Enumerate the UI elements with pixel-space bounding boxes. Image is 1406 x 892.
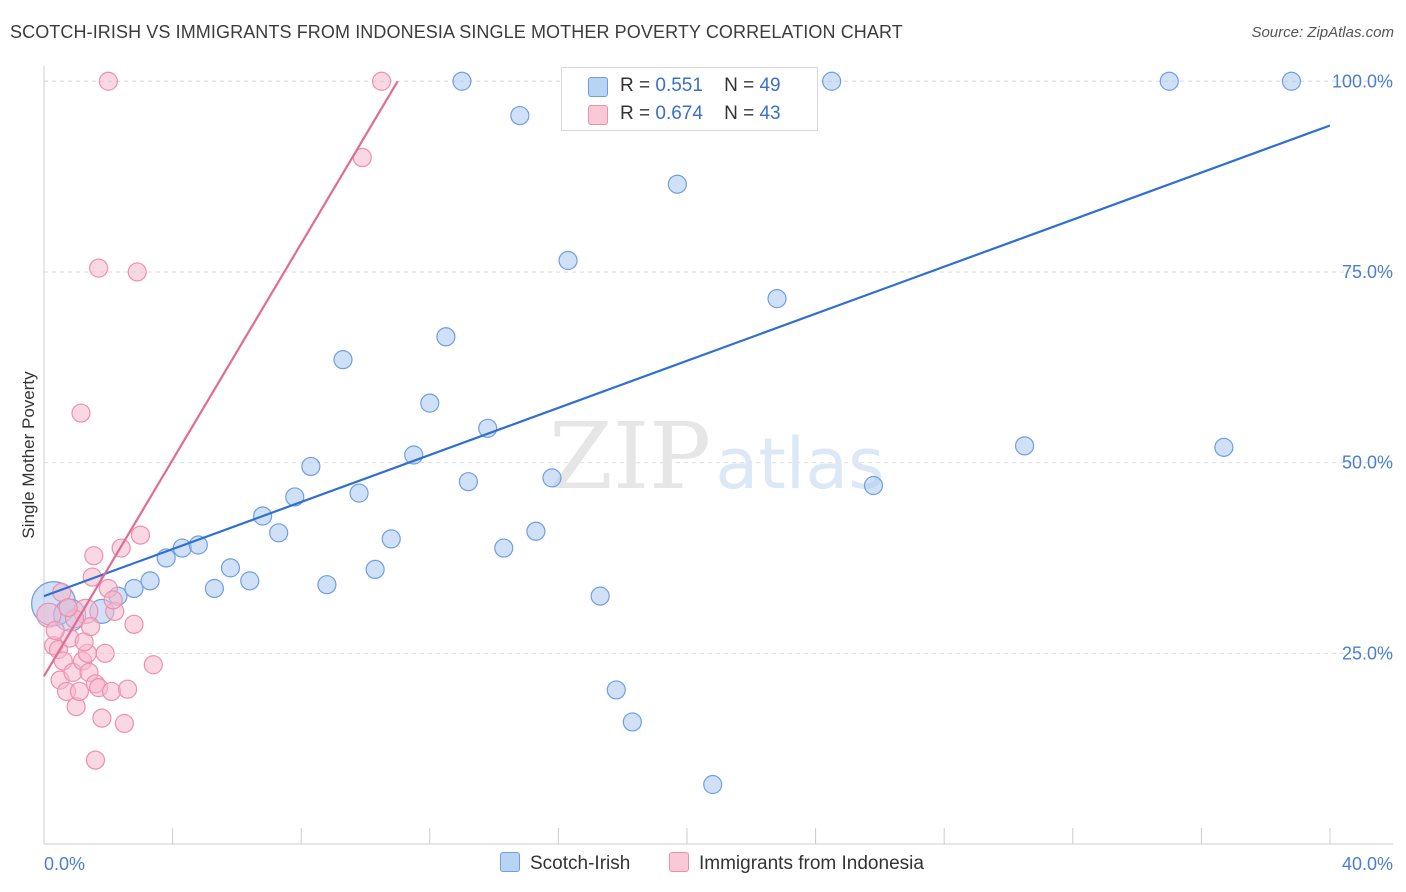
y-tick-label: 100.0% xyxy=(1332,71,1393,91)
bottom-legend-scotch-irish: Scotch-Irish xyxy=(500,852,630,875)
scotch-irish-point-46 xyxy=(1281,71,1302,91)
y-tick-labels: 25.0% 50.0% 75.0% 100.0% xyxy=(1332,71,1393,663)
bottom-legend-indonesia: Immigrants from Indonesia xyxy=(669,852,924,875)
scotch-irish-point-37 xyxy=(703,774,723,795)
scotch-irish-point-27 xyxy=(494,538,514,558)
indonesia-point-9 xyxy=(69,681,89,702)
source-note: Source: ZipAtlas.com xyxy=(1251,24,1394,41)
indonesia-point-42 xyxy=(103,590,123,610)
scotch-irish-point-20 xyxy=(381,529,401,549)
watermark-zip: ZIP xyxy=(549,403,711,510)
indonesia-point-32 xyxy=(98,71,118,91)
scotch-irish-point-40 xyxy=(767,289,787,309)
y-tick-label: 50.0% xyxy=(1342,453,1393,473)
legend-n-value-2: 43 xyxy=(759,103,781,124)
legend-swatch-pink xyxy=(588,105,608,125)
grid-lines xyxy=(44,80,1393,654)
bottom-legend-label-2: Immigrants from Indonesia xyxy=(699,853,924,874)
legend-n-label: N = xyxy=(724,103,755,124)
scotch-irish-point-30 xyxy=(542,468,562,488)
indonesia-point-20 xyxy=(101,681,122,702)
indonesia-point-26 xyxy=(127,262,147,282)
correlation-legend: R = 0.551 N = 49 R = 0.674 N = 43 xyxy=(561,67,818,131)
indonesia-point-41 xyxy=(81,617,101,637)
scotch-irish-point-29 xyxy=(526,521,546,541)
scotch-irish-point-11 xyxy=(240,571,260,591)
scotch-irish-point-18 xyxy=(349,483,369,503)
bottom-legend-swatch-blue xyxy=(500,852,520,872)
legend-r-label: R = xyxy=(620,103,651,124)
indonesia-point-40 xyxy=(58,597,78,618)
scotch-irish-point-41 xyxy=(822,71,842,91)
legend-n-label: N = xyxy=(724,75,755,96)
legend-r-value-1: 0.551 xyxy=(655,75,703,96)
legend-n-value-1: 49 xyxy=(759,75,781,96)
indonesia-point-24 xyxy=(117,679,138,699)
scotch-irish-point-28 xyxy=(510,105,530,126)
indonesia-point-28 xyxy=(143,655,163,675)
trend-lines xyxy=(43,80,1331,677)
axes xyxy=(43,66,1393,845)
indonesia-point-23 xyxy=(114,713,134,734)
scotch-irish-point-44 xyxy=(1159,71,1179,91)
scotch-irish-point-15 xyxy=(301,456,321,477)
indonesia-trend-line xyxy=(43,80,399,677)
y-tick-label: 75.0% xyxy=(1342,262,1393,282)
indonesia-point-17 xyxy=(92,708,112,728)
scotch-irish-point-43 xyxy=(1014,436,1035,456)
indonesia-point-34 xyxy=(371,71,392,91)
indonesia-point-27 xyxy=(130,525,151,545)
indonesia-point-35 xyxy=(45,620,65,641)
indonesia-point-29 xyxy=(71,403,91,423)
scotch-irish-point-4 xyxy=(124,578,144,599)
chart-title: SCOTCH-IRISH VS IMMIGRANTS FROM INDONESI… xyxy=(10,22,903,42)
scotch-irish-trend-line xyxy=(43,124,1331,598)
scotch-irish-point-24 xyxy=(452,71,472,91)
legend-swatch-blue xyxy=(588,77,608,97)
scotch-irish-point-23 xyxy=(436,327,456,347)
x-tick-label-max: 40.0% xyxy=(1342,854,1393,874)
scotch-irish-point-34 xyxy=(622,712,642,732)
indonesia-point-25 xyxy=(124,614,144,634)
indonesia-point-13 xyxy=(82,567,102,587)
indonesia-point-18 xyxy=(95,643,115,663)
scotch-irish-point-25 xyxy=(458,472,478,492)
scotch-irish-point-14 xyxy=(285,487,305,507)
x-tick-label-min: 0.0% xyxy=(44,854,85,874)
scotch-irish-point-13 xyxy=(269,523,289,543)
scotch-irish-point-9 xyxy=(204,578,224,599)
indonesia-point-14 xyxy=(84,546,104,566)
y-tick-label: 25.0% xyxy=(1342,643,1393,663)
scotch-irish-point-22 xyxy=(420,393,440,413)
scotch-irish-point-33 xyxy=(606,680,626,700)
y-axis-label: Single Mother Poverty xyxy=(19,371,38,539)
scotch-irish-point-19 xyxy=(365,559,385,580)
scotch-irish-point-10 xyxy=(220,558,241,578)
scotch-irish-point-42 xyxy=(863,475,884,496)
scotch-irish-point-31 xyxy=(558,250,578,271)
scotch-irish-point-5 xyxy=(140,571,160,591)
scotch-irish-point-36 xyxy=(667,174,687,194)
bottom-legend-label-1: Scotch-Irish xyxy=(530,853,631,874)
watermark-atlas: atlas xyxy=(715,423,884,505)
scotch-irish-point-32 xyxy=(590,586,610,606)
scotch-irish-point-17 xyxy=(333,350,353,370)
scotch-irish-point-16 xyxy=(317,575,337,595)
indonesia-point-31 xyxy=(85,750,106,770)
scotch-irish-point-45 xyxy=(1214,437,1234,457)
bottom-legend-swatch-pink xyxy=(669,852,689,872)
legend-r-label: R = xyxy=(620,75,651,96)
indonesia-point-30 xyxy=(89,258,109,278)
legend-r-value-2: 0.674 xyxy=(655,103,703,124)
